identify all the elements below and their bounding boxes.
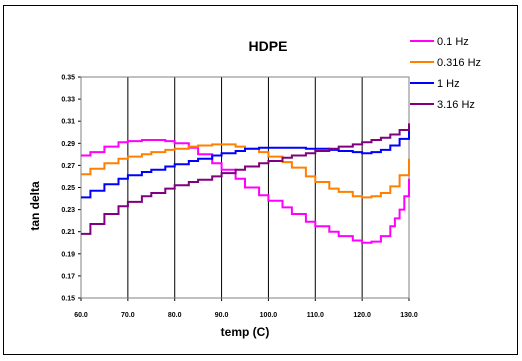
- legend-label: 3.16 Hz: [437, 99, 475, 111]
- series-line: [81, 139, 410, 244]
- legend-label: 0.1 Hz: [437, 36, 469, 48]
- y-axis-label: tan delta: [28, 181, 42, 231]
- series-line: [81, 123, 410, 235]
- y-tick-label: 0.35: [61, 75, 75, 82]
- x-tick-label: 120.0: [353, 312, 371, 319]
- series-line: [81, 128, 410, 199]
- legend: 0.1 Hz 0.316 Hz 1 Hz 3.16 Hz: [410, 36, 481, 111]
- y-tick-label: 0.29: [61, 141, 75, 148]
- x-tick-label: 90.0: [215, 312, 229, 319]
- series-line: [81, 143, 410, 199]
- chart-svg: 0.15 0.17 0.19 0.21 0.23 0.25 0.27 0.29 0.31 0.33…: [28, 36, 481, 339]
- y-tick-label: 0.31: [61, 119, 75, 126]
- y-tick-label: 0.17: [61, 273, 75, 280]
- series-layer: [81, 123, 410, 244]
- x-tick-label: 60.0: [74, 312, 88, 319]
- x-tick-label: 80.0: [168, 312, 182, 319]
- legend-label: 1 Hz: [437, 78, 460, 90]
- y-tick-label: 0.19: [61, 251, 75, 258]
- y-tick-label: 0.23: [61, 207, 75, 214]
- y-tick-label: 0.25: [61, 185, 75, 192]
- y-tick-label: 0.15: [61, 296, 75, 303]
- y-tick-label: 0.21: [61, 229, 75, 236]
- x-tick-label: 130.0: [400, 312, 418, 319]
- grid-layer: [78, 76, 410, 301]
- y-tick-label: 0.33: [61, 97, 75, 104]
- chart-title: HDPE: [249, 38, 288, 54]
- chart-frame: 0.15 0.17 0.19 0.21 0.23 0.25 0.27 0.29 0.31 0.33…: [3, 5, 518, 355]
- x-tick-label: 110.0: [307, 312, 324, 319]
- y-tick-labels: 0.15 0.17 0.19 0.21 0.23 0.25 0.27 0.29 0.31 0.33…: [61, 75, 75, 303]
- x-tick-label: 70.0: [121, 312, 135, 319]
- x-tick-label: 100.0: [260, 312, 278, 319]
- legend-label: 0.316 Hz: [437, 57, 481, 69]
- y-tick-label: 0.27: [61, 163, 75, 170]
- x-tick-labels: 60.0 70.0 80.0 90.0 100.0 110.0 120.0 130.0: [74, 312, 418, 319]
- x-axis-label: temp (C): [221, 325, 270, 339]
